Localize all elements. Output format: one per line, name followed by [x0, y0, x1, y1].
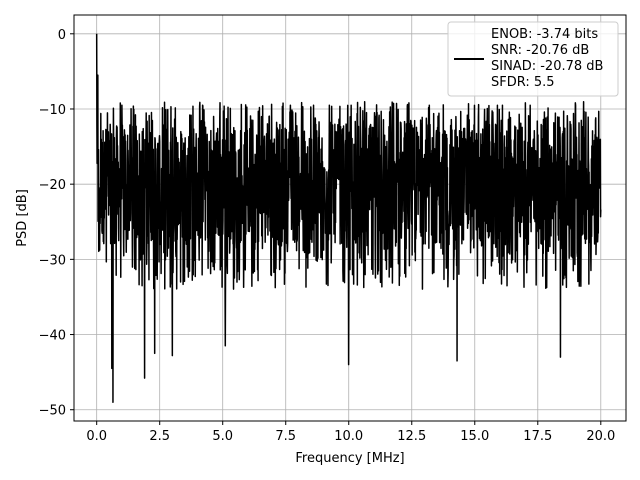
x-tick-label: 12.5 — [397, 429, 426, 444]
psd-series-line — [95, 33, 602, 403]
x-tick-label: 17.5 — [523, 429, 552, 444]
ticks: 0.0 2.5 5.0 7.5 10.0 12.5 15.0 17.5 20.0 0 −10 −20 −… — [39, 28, 616, 444]
y-tick-label: 0 — [58, 28, 66, 43]
axes-frame — [73, 14, 627, 422]
legend-entry-sinad: SINAD: -20.78 dB — [491, 59, 603, 74]
legend-box — [447, 21, 619, 97]
x-tick-label: 0.0 — [86, 429, 107, 444]
x-tick-label: 10.0 — [334, 429, 363, 444]
y-tick-label: −40 — [39, 329, 66, 344]
y-axis-label: PSD [dB] — [15, 189, 30, 247]
y-tick-label: −30 — [39, 253, 66, 268]
x-tick-label: 20.0 — [586, 429, 615, 444]
x-tick-label: 2.5 — [149, 429, 170, 444]
x-tick-label: 5.0 — [212, 429, 233, 444]
legend-entry-snr: SNR: -20.76 dB — [491, 43, 589, 58]
plot-area — [95, 33, 602, 403]
legend: ENOB: -3.74 bits SNR: -20.76 dB SINAD: -… — [447, 21, 619, 97]
x-axis-label: Frequency [MHz] — [295, 451, 404, 466]
y-tick-label: −10 — [39, 103, 66, 118]
x-tick-label: 15.0 — [460, 429, 489, 444]
x-tick-label: 7.5 — [275, 429, 296, 444]
y-tick-label: −20 — [39, 178, 66, 193]
legend-entry-sfdr: SFDR: 5.5 — [491, 75, 555, 90]
legend-entry-enob: ENOB: -3.74 bits — [491, 27, 598, 42]
y-tick-label: −50 — [39, 404, 66, 419]
